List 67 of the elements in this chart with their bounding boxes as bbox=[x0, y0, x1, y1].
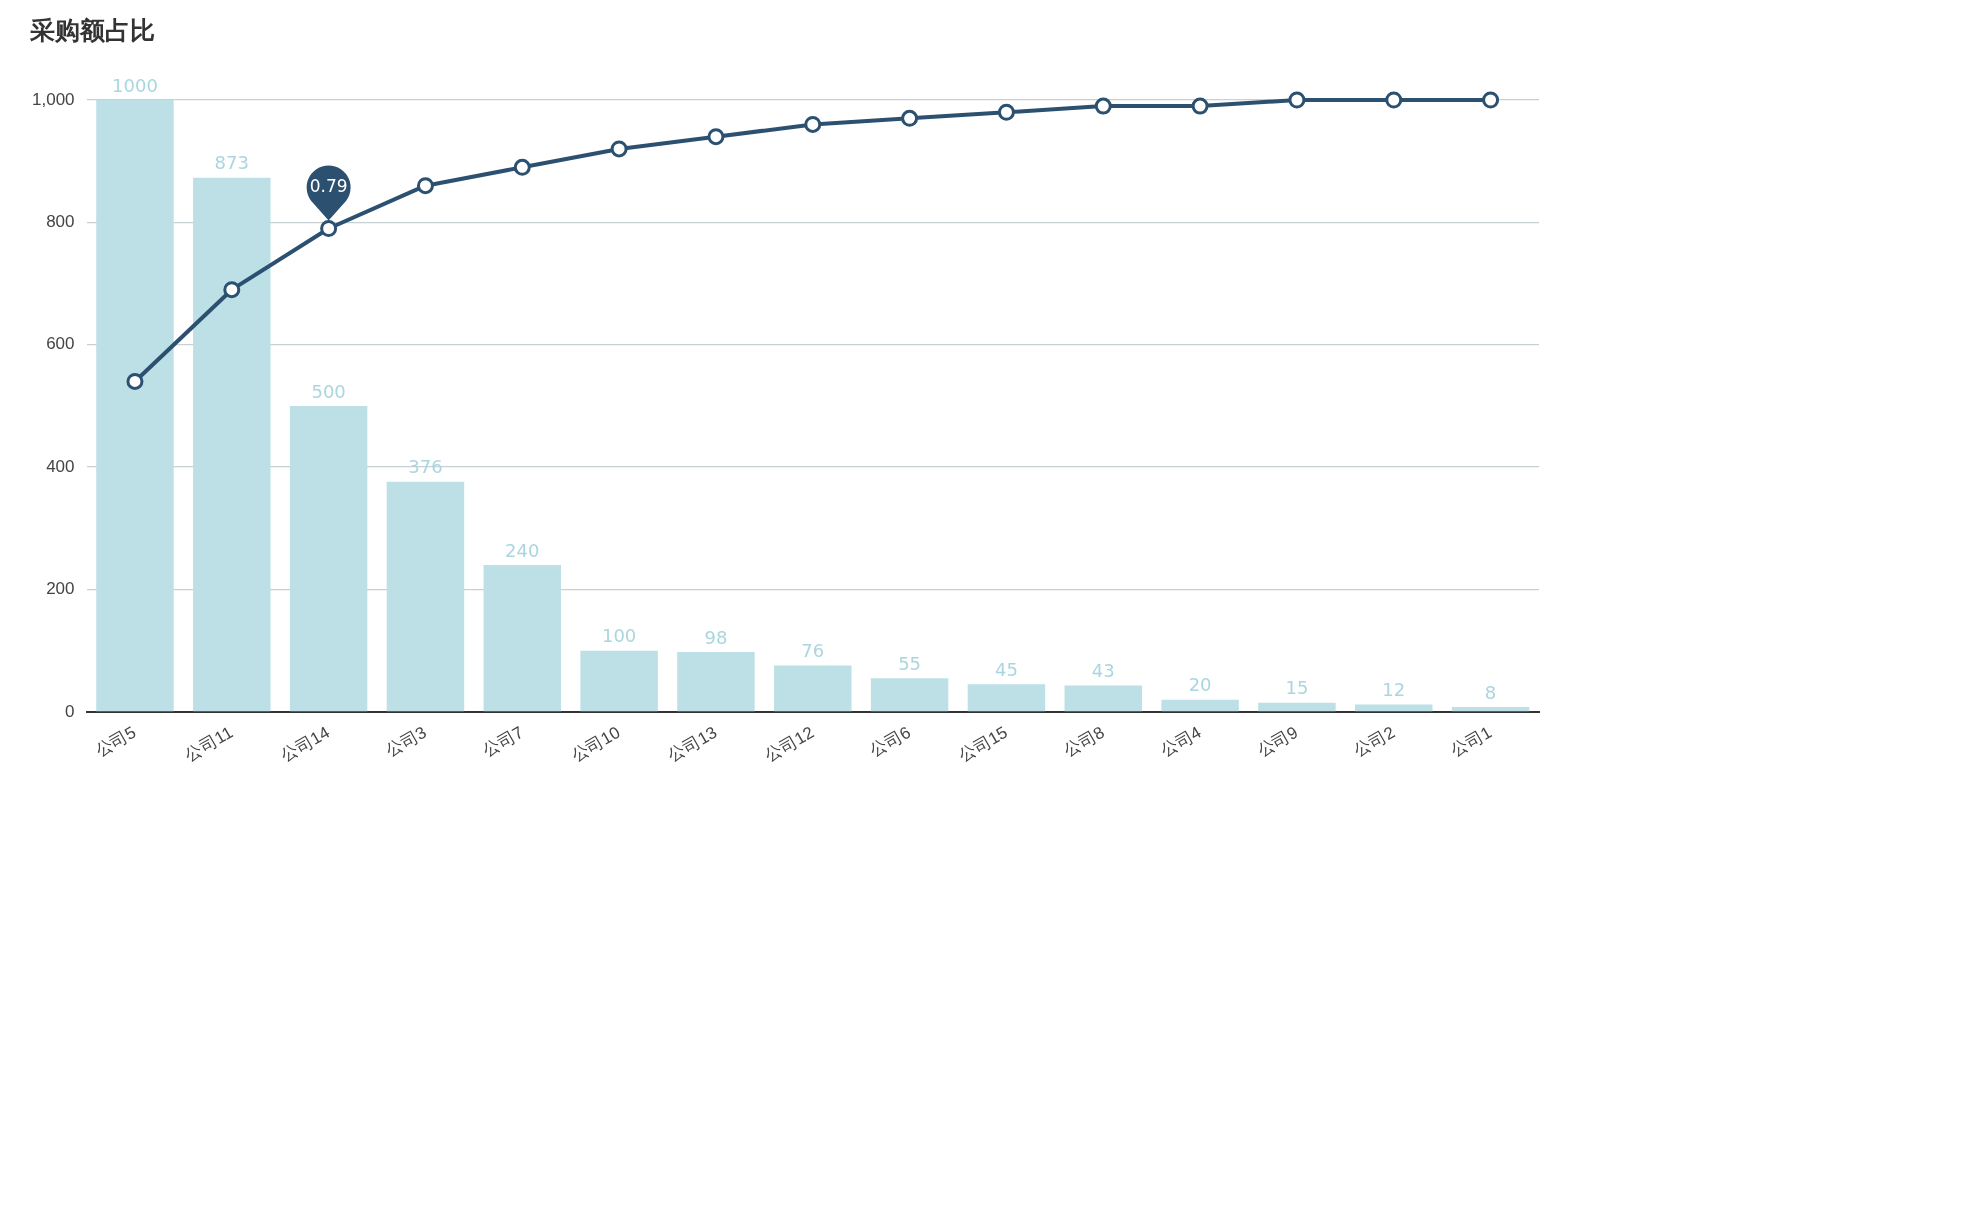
data-label: 45 bbox=[994, 659, 1018, 681]
point bbox=[126, 372, 144, 390]
data-label: 873 bbox=[214, 152, 249, 174]
x-tick-label: 公司2 bbox=[1350, 722, 1399, 761]
point bbox=[223, 281, 241, 299]
x-tick-label: 公司4 bbox=[1157, 722, 1205, 761]
point bbox=[707, 128, 725, 146]
data-label: 12 bbox=[1382, 679, 1406, 701]
bar bbox=[1064, 685, 1142, 712]
y-tick-label: 0 bbox=[65, 701, 75, 721]
x-tick-label: 公司9 bbox=[1254, 722, 1302, 761]
x-tick-label: 公司15 bbox=[955, 722, 1011, 766]
bar bbox=[386, 481, 465, 712]
y-tick-label: 400 bbox=[46, 456, 75, 476]
x-tick-label: 公司1 bbox=[1447, 722, 1495, 761]
data-label: 98 bbox=[704, 626, 728, 648]
point bbox=[997, 103, 1015, 121]
data-label: 100 bbox=[601, 625, 637, 647]
data-label: 376 bbox=[408, 456, 443, 478]
bar bbox=[774, 665, 852, 712]
x-tick-label: 公司12 bbox=[761, 722, 818, 766]
bar bbox=[677, 651, 755, 712]
y-tick-label: 200 bbox=[46, 579, 75, 599]
bar bbox=[1258, 702, 1336, 712]
bar bbox=[96, 100, 174, 712]
y-tick-label: 1,000 bbox=[31, 89, 75, 109]
point bbox=[320, 219, 338, 237]
x-tick-label: 公司13 bbox=[664, 722, 721, 766]
y-tick-label: 800 bbox=[46, 212, 75, 232]
point bbox=[1385, 91, 1403, 109]
data-label: 8 bbox=[1484, 681, 1497, 703]
data-label: 500 bbox=[311, 380, 346, 402]
data-label: 55 bbox=[898, 652, 922, 674]
bar bbox=[193, 177, 271, 712]
point bbox=[1288, 91, 1306, 109]
x-tick-label: 公司14 bbox=[277, 722, 333, 766]
point bbox=[901, 109, 919, 127]
bar bbox=[1161, 699, 1239, 712]
point bbox=[804, 115, 822, 133]
x-tick-label: 公司7 bbox=[479, 722, 527, 761]
data-label: 240 bbox=[505, 539, 540, 561]
x-tick-label: 公司10 bbox=[568, 722, 624, 766]
point bbox=[513, 158, 531, 176]
data-label: 1000 bbox=[112, 74, 158, 96]
bar bbox=[967, 684, 1046, 712]
bar bbox=[870, 678, 949, 712]
data-label: 15 bbox=[1285, 677, 1309, 699]
data-label: 43 bbox=[1091, 660, 1115, 682]
data-label: 20 bbox=[1188, 674, 1212, 696]
x-tick-label: 公司6 bbox=[866, 722, 914, 761]
bar bbox=[483, 565, 562, 712]
x-tick-label: 公司11 bbox=[181, 722, 237, 766]
point bbox=[1094, 97, 1112, 115]
data-label: 76 bbox=[801, 640, 825, 662]
point bbox=[416, 177, 434, 195]
bar bbox=[289, 405, 368, 712]
y-tick-label: 600 bbox=[46, 334, 75, 354]
point bbox=[610, 140, 628, 158]
point bbox=[1191, 97, 1209, 115]
x-tick-label: 公司8 bbox=[1060, 722, 1108, 761]
bar bbox=[580, 650, 658, 712]
annotation: 0.79 bbox=[309, 175, 348, 196]
bar bbox=[1451, 706, 1530, 712]
x-tick-label: 公司3 bbox=[382, 722, 430, 761]
x-tick-label: 公司5 bbox=[92, 722, 140, 761]
chart-title: 采购额占比 bbox=[30, 15, 155, 47]
point bbox=[1482, 91, 1500, 109]
